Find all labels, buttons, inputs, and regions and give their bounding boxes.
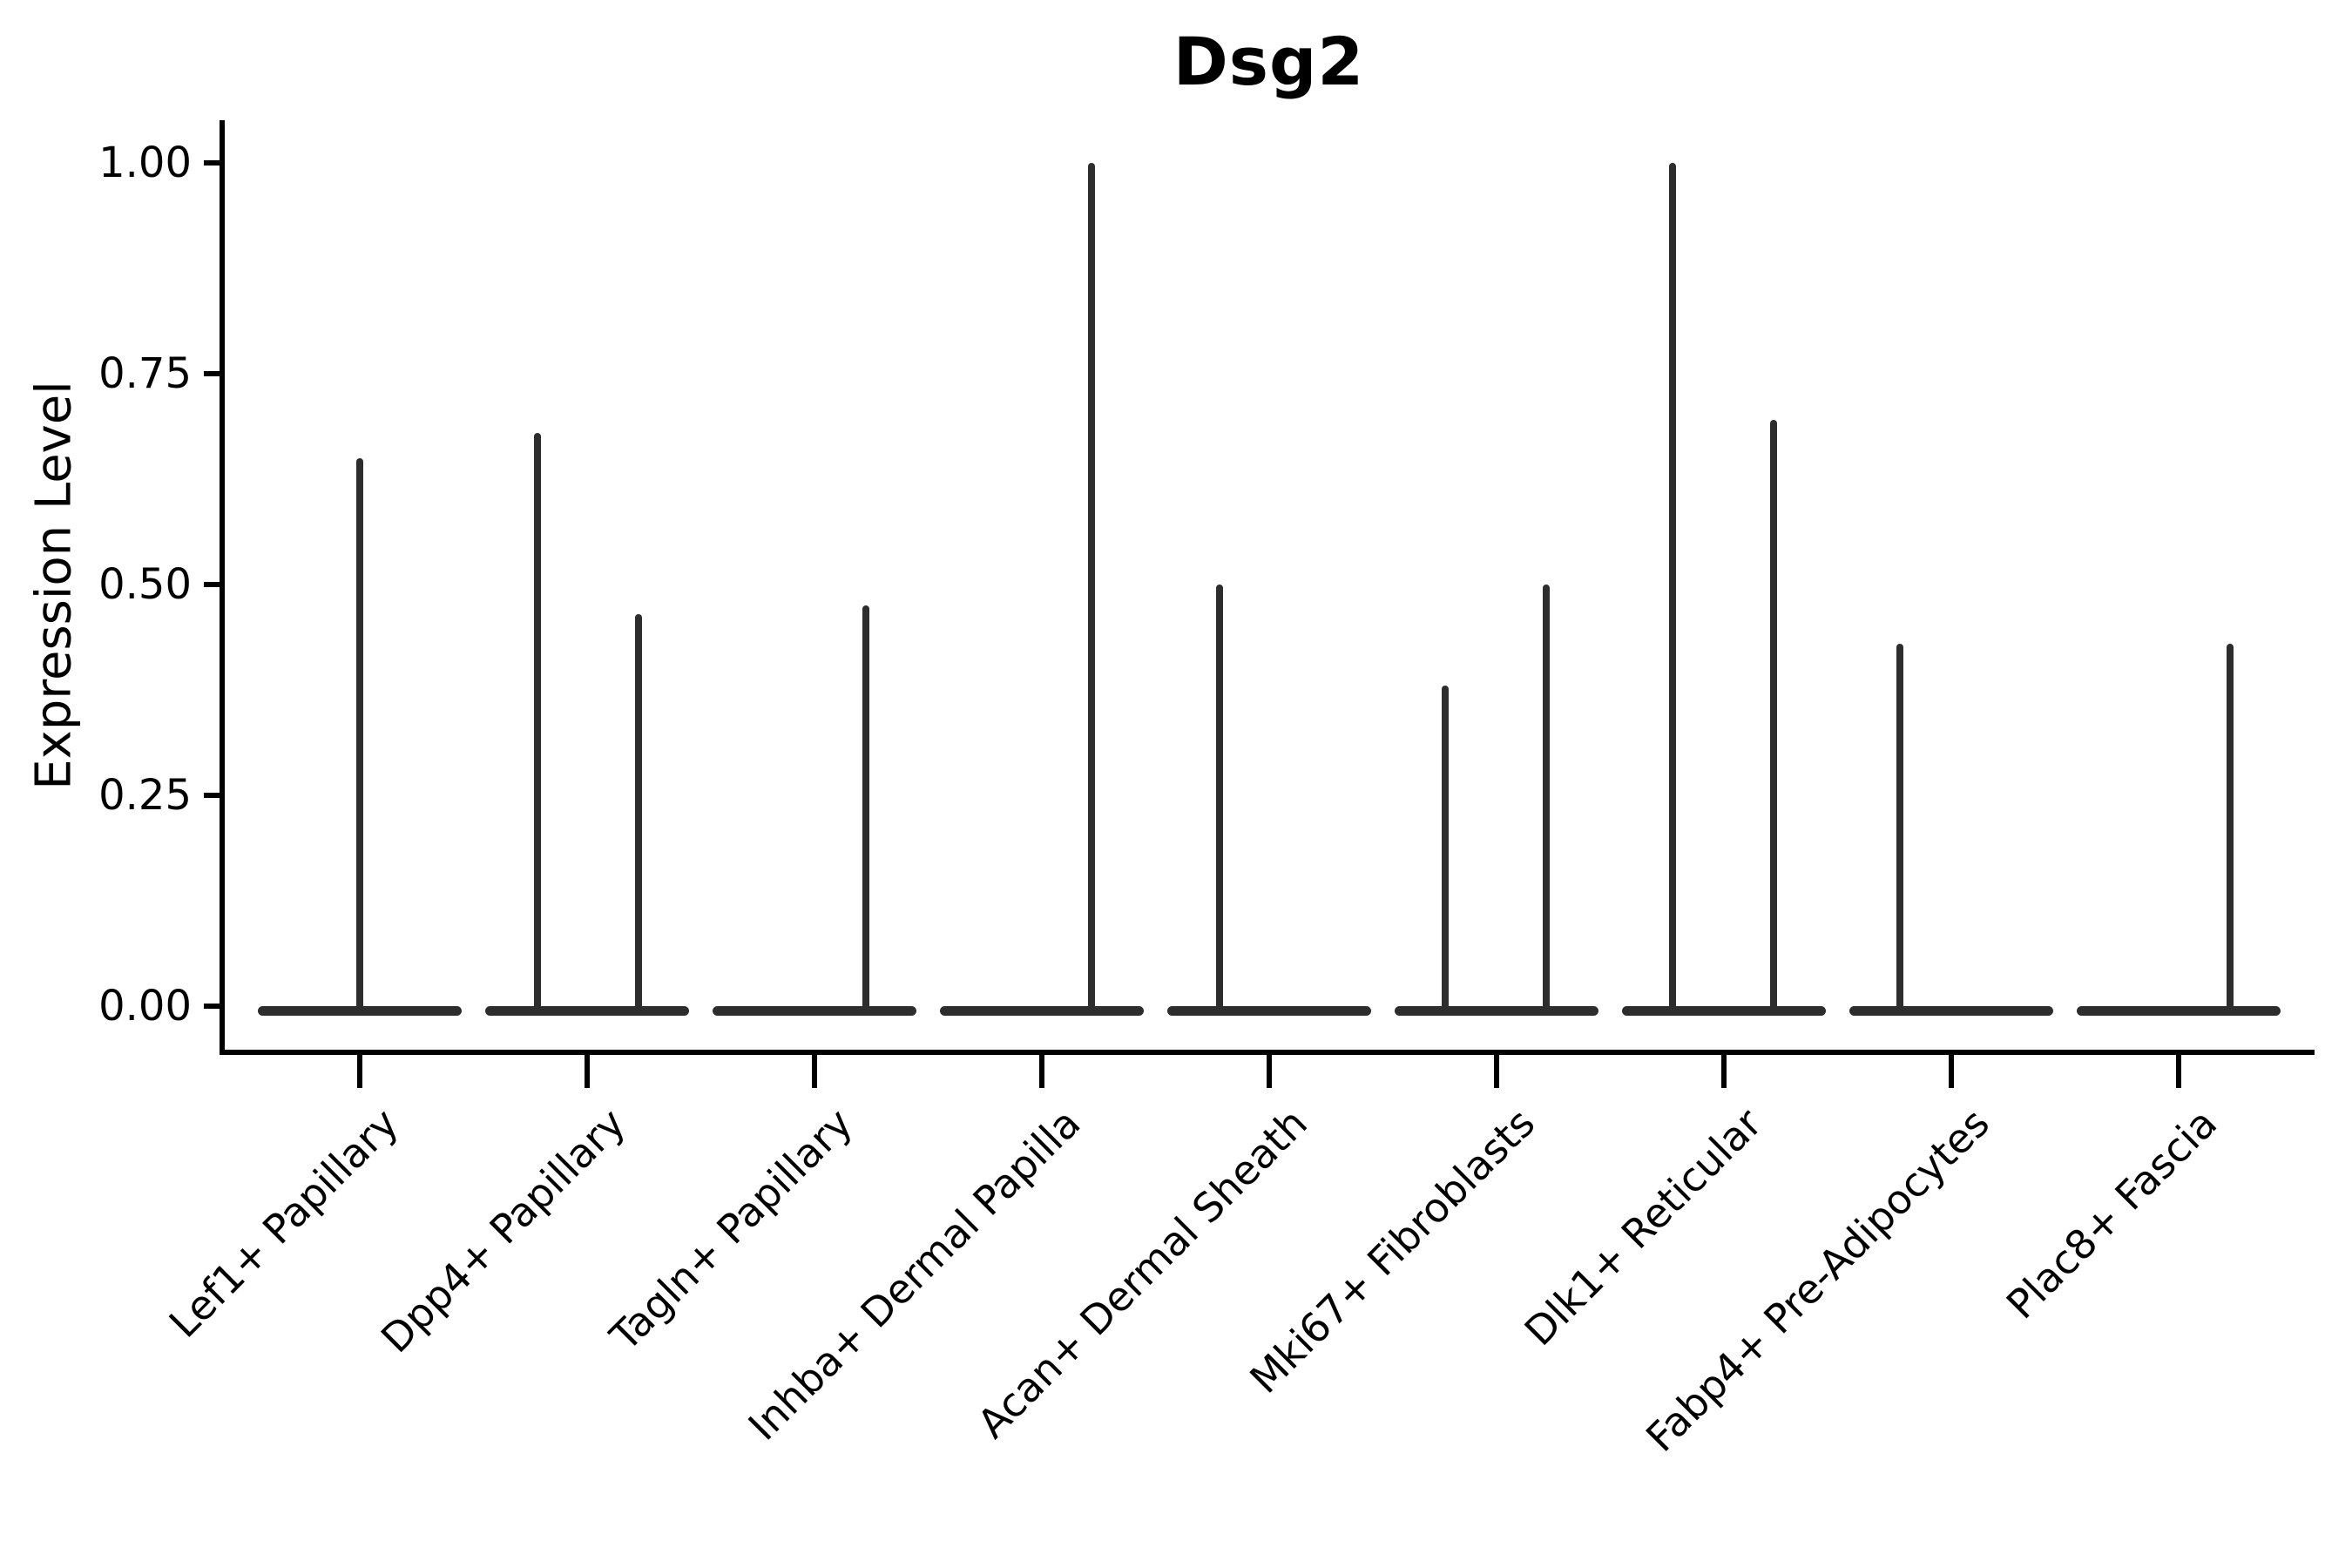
violin-spike: [1669, 163, 1677, 1016]
x-tick-label: Dlk1+ Reticular: [1515, 1099, 1772, 1355]
x-tick: [1721, 1055, 1727, 1088]
x-tick: [585, 1055, 590, 1088]
violin-spike: [2226, 643, 2234, 1016]
y-tick: [204, 793, 220, 798]
chart-title: Dsg2: [1173, 23, 1365, 100]
violin-base: [1394, 1006, 1599, 1016]
violin-base: [1621, 1006, 1827, 1016]
x-tick-label: Lef1+ Papillary: [159, 1099, 408, 1347]
x-tick: [1267, 1055, 1272, 1088]
x-axis-spine: [220, 1050, 2315, 1055]
x-tick-label: Tagln+ Papillary: [601, 1099, 862, 1360]
y-tick: [204, 1004, 220, 1009]
violin-spike: [1088, 163, 1096, 1016]
violin-base: [1166, 1006, 1372, 1016]
x-tick: [357, 1055, 362, 1088]
violin-base: [712, 1006, 917, 1016]
y-tick-label: 0.50: [98, 560, 192, 609]
x-tick: [812, 1055, 817, 1088]
violin-spike: [533, 432, 541, 1016]
violin-spike: [1215, 585, 1223, 1016]
violin-base: [939, 1006, 1145, 1016]
y-tick-label: 0.25: [98, 771, 192, 820]
violin-spike: [634, 613, 642, 1016]
x-tick: [1949, 1055, 1954, 1088]
x-tick: [2176, 1055, 2181, 1088]
violin-spike: [862, 605, 869, 1016]
y-tick-label: 1.00: [98, 139, 192, 187]
y-tick-label: 0.75: [98, 349, 192, 398]
y-tick: [204, 371, 220, 376]
violin-spike: [1543, 585, 1551, 1016]
y-tick: [204, 160, 220, 166]
violin-spike: [1770, 420, 1778, 1016]
violin-base: [1848, 1006, 2054, 1016]
y-tick-label: 0.00: [98, 982, 192, 1031]
y-tick: [204, 582, 220, 587]
violin-base: [2076, 1006, 2281, 1016]
violin-spike: [1442, 686, 1450, 1016]
y-axis-spine: [220, 120, 225, 1055]
x-tick-label: Dpp4+ Papillary: [371, 1099, 635, 1362]
violin-spike: [356, 457, 363, 1016]
x-tick-label: Plac8+ Fascia: [1997, 1099, 2227, 1328]
violin-spike: [1896, 643, 1904, 1016]
x-tick: [1039, 1055, 1044, 1088]
violin-base: [484, 1006, 690, 1016]
x-tick: [1494, 1055, 1499, 1088]
